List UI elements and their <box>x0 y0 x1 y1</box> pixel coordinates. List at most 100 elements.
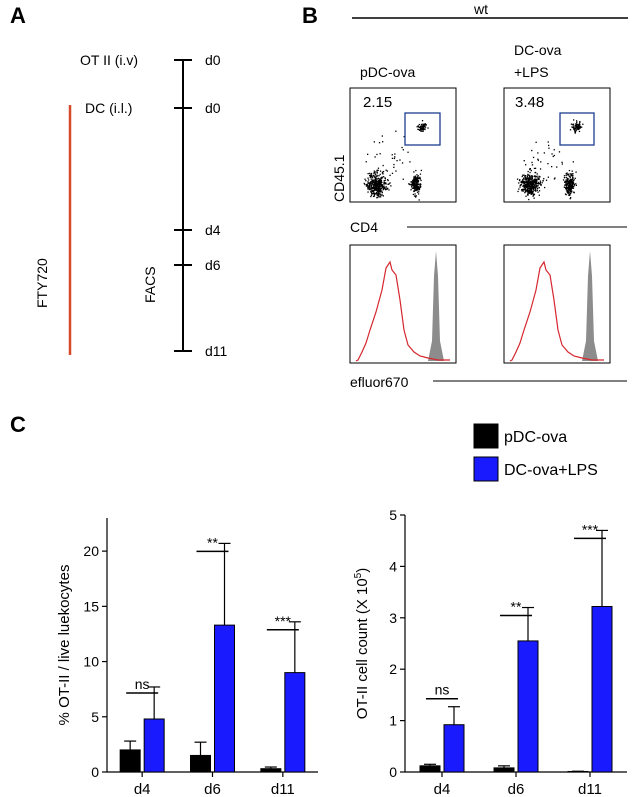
event-dot <box>531 184 533 187</box>
event-dot <box>371 193 373 195</box>
event-dot <box>376 169 378 171</box>
event-dot <box>563 177 566 179</box>
event-dot <box>378 189 381 191</box>
event-dot <box>530 179 533 181</box>
event-dot <box>389 182 391 184</box>
event-dot <box>520 184 523 186</box>
event-dot <box>537 178 539 181</box>
bar <box>517 640 539 773</box>
event-dot <box>536 178 538 180</box>
event-dot <box>575 126 577 128</box>
event-dot <box>535 186 537 188</box>
event-dot <box>528 183 530 185</box>
event-dot <box>363 182 365 185</box>
event-dot <box>411 186 413 188</box>
event-dot <box>530 178 532 180</box>
event-dot <box>536 182 539 185</box>
event-dot <box>525 187 528 189</box>
event-dot <box>373 172 376 174</box>
event-dot <box>401 162 404 164</box>
event-dot <box>529 171 531 174</box>
event-dot <box>533 194 535 196</box>
event-dot <box>530 193 533 195</box>
event-dot <box>371 184 373 186</box>
event-dot <box>570 123 573 125</box>
dot-plot-events-pdc <box>363 120 429 201</box>
event-dot <box>370 191 372 193</box>
event-dot <box>521 180 523 183</box>
event-dot <box>384 179 387 181</box>
event-dot <box>572 186 575 188</box>
event-dot <box>532 185 535 188</box>
y-tick-label: 2 <box>389 661 397 677</box>
event-dot <box>581 126 583 128</box>
event-dot <box>534 182 537 184</box>
event-dot <box>566 174 568 176</box>
event-dot <box>532 190 534 193</box>
event-dot <box>373 182 375 184</box>
event-dot <box>379 185 381 188</box>
event-dot <box>572 181 574 183</box>
event-dot <box>530 180 532 182</box>
legend: pDC-ova DC-ova+LPS <box>473 423 598 482</box>
event-dot <box>369 188 371 190</box>
event-dot <box>577 126 580 128</box>
histogram-fill-dc <box>582 251 598 361</box>
event-dot <box>572 179 574 182</box>
event-dot <box>377 169 379 171</box>
event-dot <box>534 181 537 183</box>
event-dot <box>553 154 555 157</box>
x-tick-label: d4 <box>434 781 451 797</box>
event-dot <box>567 182 569 184</box>
x-tick-label: d4 <box>134 781 151 797</box>
event-dot <box>523 184 526 187</box>
event-dot <box>377 188 380 190</box>
event-dot <box>378 190 380 192</box>
event-dot <box>538 190 541 192</box>
event-dot <box>374 188 376 190</box>
event-dot <box>518 188 520 190</box>
event-dot <box>571 175 573 177</box>
event-dot <box>530 176 532 178</box>
event-dot <box>382 170 385 173</box>
event-dot <box>552 155 554 158</box>
event-dot <box>421 128 423 130</box>
event-dot <box>569 191 571 193</box>
event-dot <box>531 181 533 183</box>
event-dot <box>534 184 537 186</box>
event-dot <box>569 173 571 175</box>
event-dot <box>530 188 532 190</box>
event-dot <box>519 179 521 181</box>
event-dot <box>422 123 424 125</box>
event-dot <box>525 191 527 193</box>
event-dot <box>534 180 536 182</box>
event-dot <box>537 158 539 160</box>
event-dot <box>528 190 530 192</box>
event-dot <box>376 171 378 173</box>
event-dot <box>418 191 420 193</box>
x-axis-label-efluor: efluor670 <box>350 374 409 390</box>
timeline-day-label: d0 <box>205 52 221 68</box>
event-dot <box>575 123 578 125</box>
bar <box>214 624 235 773</box>
event-dot <box>380 194 382 196</box>
event-dot <box>377 193 379 196</box>
event-dot <box>412 179 414 181</box>
event-dot <box>379 190 382 192</box>
event-dot <box>381 194 383 196</box>
y-tick-label: 3 <box>389 610 397 626</box>
event-dot <box>531 175 533 177</box>
event-dot <box>373 187 375 189</box>
event-dot <box>375 176 377 178</box>
event-dot <box>402 178 404 180</box>
panel-label-b: B <box>302 3 318 28</box>
event-dot <box>377 184 379 186</box>
event-dot <box>577 128 580 130</box>
event-dot <box>572 126 575 129</box>
event-dot <box>380 196 382 198</box>
event-dot <box>410 181 412 183</box>
event-dot <box>574 132 576 134</box>
event-dot <box>527 183 529 185</box>
event-dot <box>383 187 385 190</box>
event-dot <box>369 184 371 186</box>
